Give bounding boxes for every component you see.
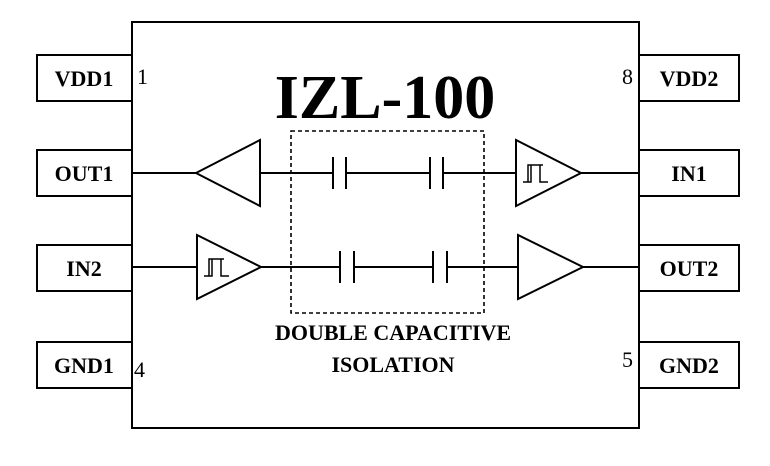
pin-number-4: 4: [134, 357, 145, 382]
pin-number-1: 1: [137, 64, 148, 89]
schmitt-trigger-icon: [523, 164, 548, 183]
chip-title: IZL-100: [275, 64, 495, 132]
output-buffer-2: [517, 233, 586, 301]
channel-1: [132, 138, 639, 208]
pin-out2: OUT2: [638, 244, 740, 292]
pin-number-5: 5: [622, 347, 633, 372]
pin-gnd2: GND2: [638, 341, 740, 389]
pin-in1-label: IN1: [671, 161, 706, 186]
pin-in1: IN1: [638, 149, 740, 197]
pin-vdd2-label: VDD2: [660, 66, 719, 91]
schmitt-buffer-2: [196, 233, 264, 301]
pin-out1: OUT1: [36, 149, 133, 197]
pin-in2: IN2: [36, 244, 133, 292]
pin-out1-label: OUT1: [55, 161, 114, 186]
channel-2: [132, 233, 639, 301]
pin-vdd2: VDD2: [638, 54, 740, 102]
pin-gnd1: GND1: [36, 341, 133, 389]
isolation-label-line2: ISOLATION: [331, 352, 454, 377]
schmitt-buffer-1: [515, 138, 584, 208]
pin-out2-label: OUT2: [660, 256, 719, 281]
pin-number-8: 8: [622, 64, 633, 89]
pin-in2-label: IN2: [66, 256, 101, 281]
isolation-label-line1: DOUBLE CAPACITIVE: [275, 320, 511, 345]
schmitt-trigger-icon-2: [204, 258, 229, 277]
pin-gnd2-label: GND2: [659, 353, 719, 378]
isolation-barrier: [290, 130, 485, 314]
pin-vdd1: VDD1: [36, 54, 133, 102]
pin-vdd1-label: VDD1: [55, 66, 114, 91]
pin-gnd1-label: GND1: [54, 353, 114, 378]
chip-body: [131, 21, 640, 429]
